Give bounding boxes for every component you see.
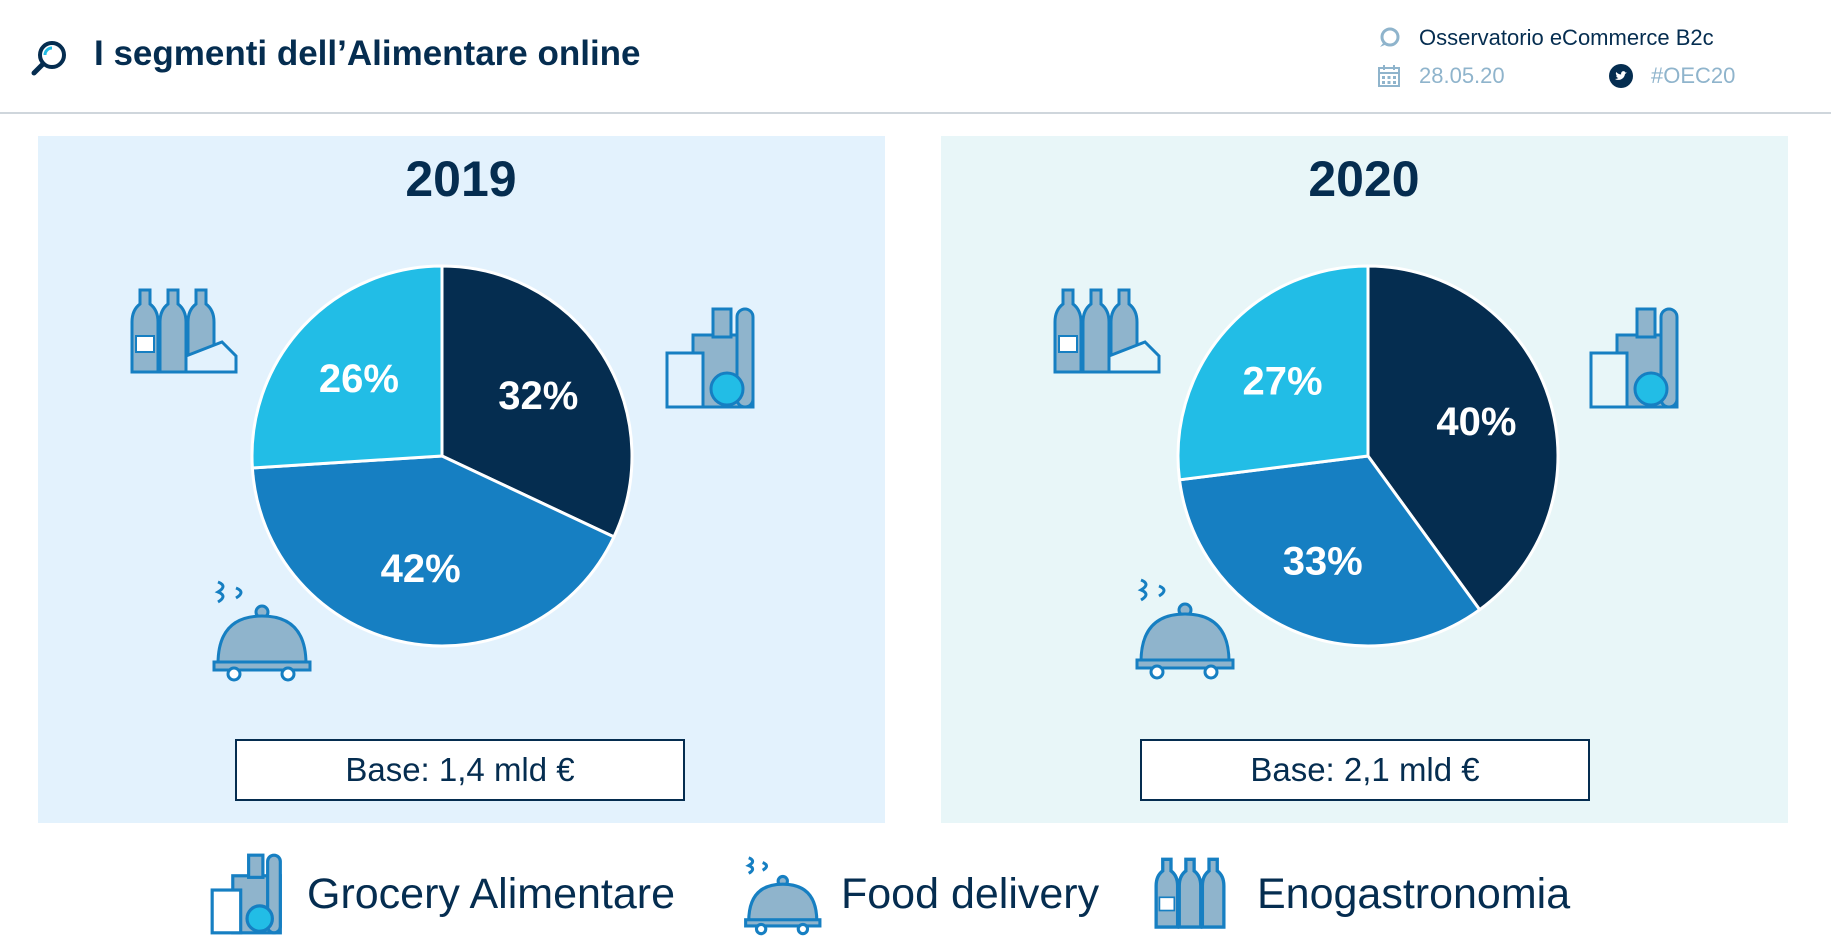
- chat-icon: [1380, 27, 1400, 47]
- legend-label-grocery: Grocery Alimentare: [307, 870, 676, 918]
- legend-food-delivery-icon: [744, 856, 822, 936]
- pie-label-2019-2: 42%: [381, 547, 461, 591]
- date-label: 28.05.20: [1419, 63, 1505, 88]
- page-title: I segmenti dell’Alimentare online: [94, 34, 641, 73]
- wine-cheese-icon: [1053, 288, 1161, 374]
- magnifier-icon: [31, 41, 66, 76]
- food-delivery-icon: [1135, 578, 1235, 680]
- source-label: Osservatorio eCommerce B2c: [1419, 25, 1714, 50]
- legend-label-food-delivery: Food delivery: [841, 870, 1100, 918]
- pie-label-2020-1: 40%: [1436, 400, 1516, 444]
- legend-grocery-icon: [210, 853, 282, 935]
- pie-label-2020-2: 33%: [1283, 540, 1363, 584]
- header-bar: I segmenti dell’Alimentare online Osserv…: [0, 0, 1831, 114]
- pie-label-2019-1: 32%: [498, 374, 578, 418]
- grocery-bag-icon: [665, 307, 755, 409]
- hashtag-label: #OEC20: [1651, 63, 1736, 88]
- pie-label-2020-3: 27%: [1242, 360, 1322, 404]
- grocery-bag-icon: [1589, 307, 1679, 409]
- base-box-2019: Base: 1,4 mld €: [235, 739, 685, 801]
- base-box-2020: Base: 2,1 mld €: [1140, 739, 1590, 801]
- pie-slice-2020-2: [1177, 454, 1482, 648]
- pie-slice-2020-3: [1176, 264, 1370, 482]
- pie-label-2019-3: 26%: [319, 357, 399, 401]
- wine-cheese-icon: [130, 288, 238, 374]
- chart-title-2020: 2020: [1308, 151, 1420, 207]
- calendar-icon: [1378, 65, 1400, 87]
- pie-slice-2019-3: [250, 264, 444, 470]
- pie-slice-2020-1: [1366, 264, 1560, 612]
- pie-slice-2019-2: [250, 454, 616, 648]
- chart-title-2019: 2019: [405, 151, 517, 207]
- food-delivery-icon: [212, 580, 312, 682]
- legend-label-enogastronomia: Enogastronomia: [1257, 870, 1571, 918]
- twitter-icon: [1609, 64, 1633, 88]
- pie-slice-2019-1: [440, 264, 634, 539]
- legend-enogastronomia-icon: [1154, 857, 1226, 929]
